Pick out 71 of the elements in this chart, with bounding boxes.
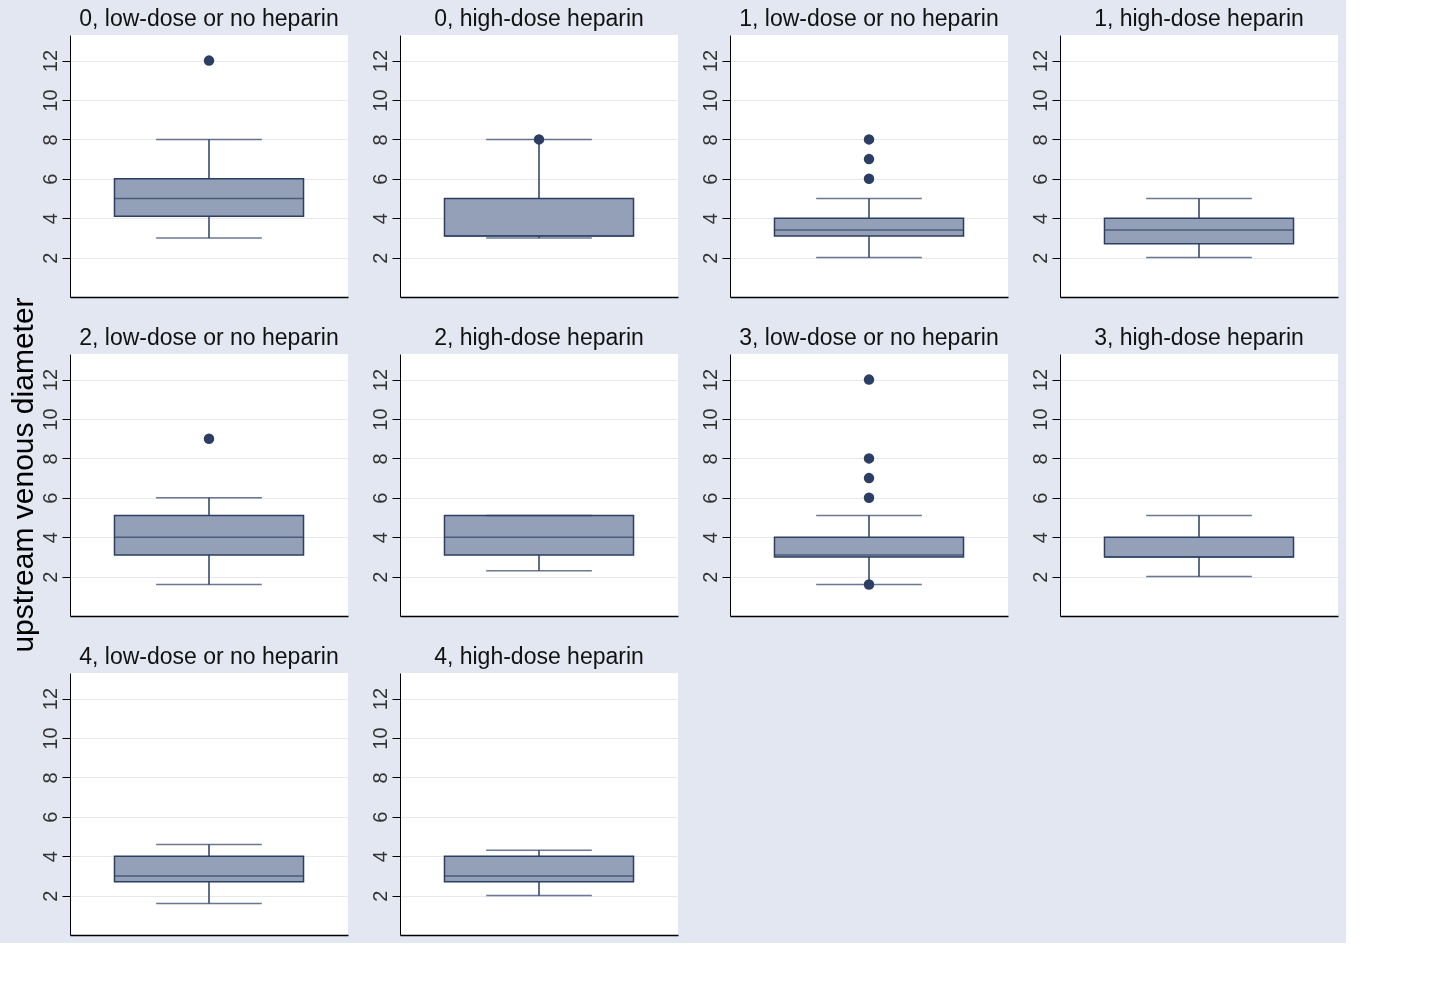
- y-tick-label: 2: [1028, 571, 1051, 583]
- y-tick-label: 4: [38, 532, 61, 544]
- y-tick-label: 6: [1028, 492, 1051, 504]
- y-tick-label: 2: [368, 252, 391, 264]
- y-tick-label: 10: [1028, 408, 1051, 431]
- y-tick-label: 2: [368, 571, 391, 583]
- y-tick-label: 8: [368, 772, 391, 784]
- y-tick-label: 10: [368, 89, 391, 112]
- y-tick-label: 4: [698, 532, 721, 544]
- y-tick-label: 2: [698, 571, 721, 583]
- y-tick-label: 12: [1028, 368, 1051, 392]
- chart-title: 0, high-dose heparin: [434, 5, 644, 31]
- y-tick-label: 8: [368, 134, 391, 146]
- chart-title: 2, high-dose heparin: [434, 324, 644, 350]
- y-tick-label: 6: [38, 492, 61, 504]
- y-tick-label: 6: [368, 492, 391, 504]
- y-tick-label: 10: [38, 727, 61, 750]
- y-tick-label: 2: [1028, 252, 1051, 264]
- y-tick-label: 12: [368, 687, 391, 711]
- y-tick-label: 12: [38, 687, 61, 711]
- y-tick-label: 10: [38, 89, 61, 112]
- y-axis-title: upstream venous diameter: [6, 297, 39, 653]
- y-tick-label: 10: [368, 408, 391, 431]
- y-tick-label: 4: [1028, 532, 1051, 544]
- chart-title: 3, high-dose heparin: [1094, 324, 1304, 350]
- y-tick-label: 6: [368, 811, 391, 823]
- y-tick-label: 8: [1028, 453, 1051, 465]
- y-tick-label: 10: [698, 89, 721, 112]
- y-tick-label: 12: [1028, 49, 1051, 73]
- y-tick-label: 8: [1028, 134, 1051, 146]
- y-tick-label: 10: [698, 408, 721, 431]
- y-tick-label: 4: [1028, 213, 1051, 225]
- y-tick-label: 10: [1028, 89, 1051, 112]
- chart-title: 4, low-dose or no heparin: [79, 643, 339, 669]
- y-tick-label: 12: [38, 49, 61, 73]
- y-tick-label: 4: [38, 213, 61, 225]
- y-tick-label: 4: [698, 213, 721, 225]
- chart-title: 1, low-dose or no heparin: [739, 5, 999, 31]
- y-tick-label: 8: [698, 453, 721, 465]
- chart-title: 4, high-dose heparin: [434, 643, 644, 669]
- y-tick-label: 4: [368, 532, 391, 544]
- y-tick-label: 6: [1028, 173, 1051, 185]
- y-tick-label: 8: [368, 453, 391, 465]
- y-tick-label: 8: [698, 134, 721, 146]
- y-tick-label: 6: [698, 173, 721, 185]
- y-tick-label: 12: [368, 49, 391, 73]
- chart-title: 0, low-dose or no heparin: [79, 5, 339, 31]
- y-tick-label: 12: [38, 368, 61, 392]
- y-tick-label: 2: [38, 252, 61, 264]
- y-tick-label: 8: [38, 772, 61, 784]
- y-tick-label: 8: [38, 134, 61, 146]
- y-tick-label: 4: [368, 213, 391, 225]
- y-tick-label: 6: [368, 173, 391, 185]
- y-tick-label: 6: [698, 492, 721, 504]
- y-tick-label: 2: [698, 252, 721, 264]
- y-tick-label: 2: [38, 890, 61, 902]
- y-tick-label: 12: [698, 368, 721, 392]
- y-tick-label: 6: [38, 811, 61, 823]
- chart-title: 1, high-dose heparin: [1094, 5, 1304, 31]
- y-tick-label: 10: [368, 727, 391, 750]
- y-tick-label: 8: [38, 453, 61, 465]
- chart-title: 2, low-dose or no heparin: [79, 324, 339, 350]
- y-tick-label: 6: [38, 173, 61, 185]
- y-tick-label: 10: [38, 408, 61, 431]
- y-tick-label: 4: [368, 851, 391, 863]
- y-tick-label: 2: [368, 890, 391, 902]
- y-tick-label: 12: [368, 368, 391, 392]
- y-tick-label: 2: [38, 571, 61, 583]
- y-tick-label: 12: [698, 49, 721, 73]
- chart-title: 3, low-dose or no heparin: [739, 324, 999, 350]
- y-tick-label: 4: [38, 851, 61, 863]
